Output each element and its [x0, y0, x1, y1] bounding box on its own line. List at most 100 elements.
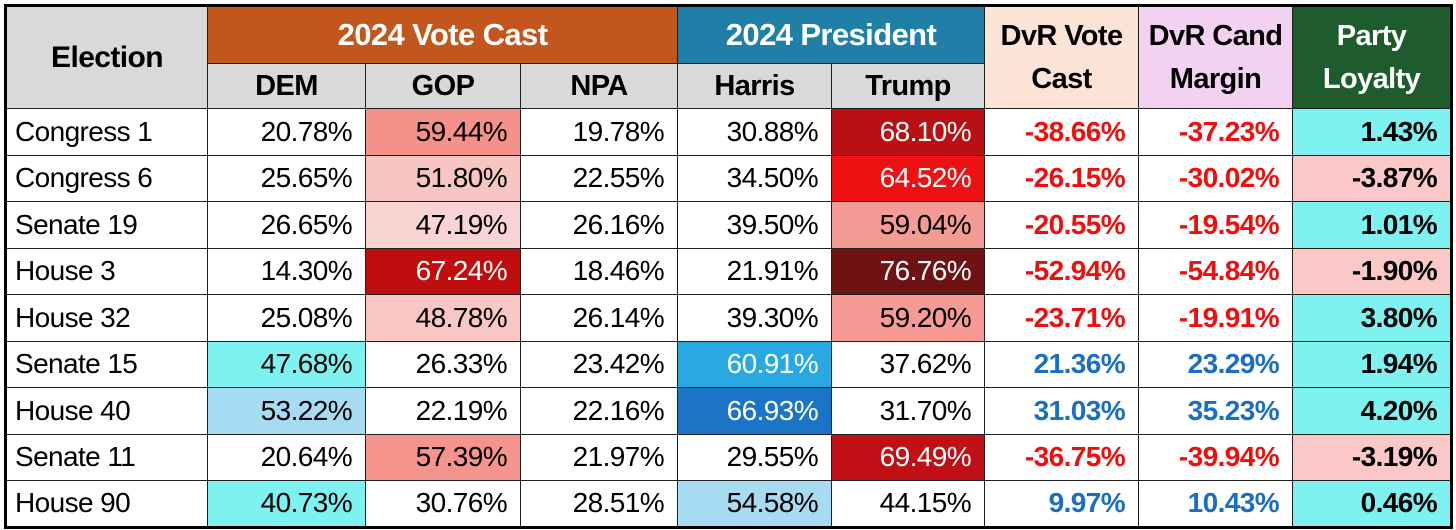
party-loyalty-cell: 1.01% — [1292, 201, 1453, 249]
election-cell: House 32 — [5, 294, 208, 342]
harris-cell: 34.50% — [677, 154, 832, 202]
table-body: Congress 1 20.78% 59.44% 19.78% 30.88% 68.10%… — [5, 108, 1453, 528]
election-cell: Senate 19 — [5, 201, 208, 249]
header-row-subcolumns: DEM GOP NPA Harris Trump — [6, 63, 1452, 109]
trump-cell: 31.70% — [830, 387, 986, 435]
dvr-cand-margin-cell: -37.23% — [1138, 108, 1294, 156]
dem-cell: 40.73% — [207, 480, 366, 528]
dvr-cand-margin-cell: 35.23% — [1138, 387, 1294, 435]
npa-cell: 22.55% — [520, 154, 678, 202]
dem-cell: 53.22% — [207, 387, 366, 435]
column-header-npa: NPA — [520, 63, 678, 109]
dvr-vote-cast-cell: -26.15% — [984, 154, 1140, 202]
header-line: DvR Vote — [1000, 20, 1124, 53]
trump-cell: 59.20% — [830, 294, 986, 342]
group-header-2024-vote-cast: 2024 Vote Cast — [207, 5, 678, 64]
harris-cell: 54.58% — [677, 480, 832, 528]
election-results-table: Election 2024 Vote Cast 2024 President D… — [4, 4, 1454, 529]
harris-cell: 39.30% — [677, 294, 832, 342]
harris-cell: 30.88% — [677, 108, 832, 156]
dem-cell: 25.08% — [207, 294, 366, 342]
gop-cell: 47.19% — [365, 201, 521, 249]
election-cell: Senate 11 — [5, 433, 208, 481]
election-cell: Congress 1 — [5, 108, 208, 156]
gop-cell: 48.78% — [365, 294, 521, 342]
election-cell: House 3 — [5, 247, 208, 295]
dvr-cand-margin-cell: -54.84% — [1138, 247, 1294, 295]
trump-cell: 76.76% — [830, 247, 986, 295]
harris-cell: 21.91% — [677, 247, 832, 295]
dvr-cand-margin-cell: -19.91% — [1138, 294, 1294, 342]
column-header-dvr-cand-margin: DvR Cand Margin — [1138, 5, 1294, 109]
dvr-vote-cast-cell: 21.36% — [984, 340, 1140, 388]
gop-cell: 22.19% — [365, 387, 521, 435]
dem-cell: 26.65% — [207, 201, 366, 249]
dem-cell: 14.30% — [207, 247, 366, 295]
npa-cell: 26.16% — [520, 201, 678, 249]
table-row: House 40 53.22% 22.19% 22.16% 66.93% 31.70% 31… — [5, 387, 1453, 435]
gop-cell: 51.80% — [365, 154, 521, 202]
dvr-cand-margin-cell: 10.43% — [1138, 480, 1294, 528]
trump-cell: 44.15% — [830, 480, 986, 528]
harris-cell: 39.50% — [677, 201, 832, 249]
npa-cell: 28.51% — [520, 480, 678, 528]
harris-cell: 60.91% — [677, 340, 832, 388]
npa-cell: 19.78% — [520, 108, 678, 156]
column-header-dvr-vote-cast: DvR Vote Cast — [984, 5, 1140, 109]
column-header-gop: GOP — [365, 63, 521, 109]
gop-cell: 67.24% — [365, 247, 521, 295]
harris-cell: 29.55% — [677, 433, 832, 481]
dvr-vote-cast-cell: -36.75% — [984, 433, 1140, 481]
header-line: Margin — [1169, 62, 1262, 95]
column-header-dem: DEM — [207, 63, 366, 109]
npa-cell: 26.14% — [520, 294, 678, 342]
party-loyalty-cell: -3.19% — [1292, 433, 1453, 481]
gop-cell: 30.76% — [365, 480, 521, 528]
table-row: House 90 40.73% 30.76% 28.51% 54.58% 44.15% 9.… — [5, 480, 1453, 528]
election-cell: Congress 6 — [5, 154, 208, 202]
npa-cell: 18.46% — [520, 247, 678, 295]
header-line: Cast — [1031, 62, 1092, 95]
npa-cell: 22.16% — [520, 387, 678, 435]
dem-cell: 25.65% — [207, 154, 366, 202]
dem-cell: 20.78% — [207, 108, 366, 156]
table-row: Congress 6 25.65% 51.80% 22.55% 34.50% 64.52%… — [5, 154, 1453, 202]
header-line: Loyalty — [1322, 62, 1421, 95]
dvr-vote-cast-cell: 9.97% — [984, 480, 1140, 528]
trump-cell: 68.10% — [830, 108, 986, 156]
trump-cell: 64.52% — [830, 154, 986, 202]
party-loyalty-cell: 1.94% — [1292, 340, 1453, 388]
party-loyalty-cell: 0.46% — [1292, 480, 1453, 528]
election-cell: House 40 — [5, 387, 208, 435]
dvr-vote-cast-cell: -23.71% — [984, 294, 1140, 342]
header-line: Party — [1336, 20, 1407, 53]
table-row: Congress 1 20.78% 59.44% 19.78% 30.88% 68.10%… — [5, 108, 1453, 156]
party-loyalty-cell: -3.87% — [1292, 154, 1453, 202]
party-loyalty-cell: -1.90% — [1292, 247, 1453, 295]
column-header-election: Election — [5, 5, 208, 109]
column-header-harris: Harris — [677, 63, 832, 109]
gop-cell: 59.44% — [365, 108, 521, 156]
dem-cell: 47.68% — [207, 340, 366, 388]
party-loyalty-cell: 4.20% — [1292, 387, 1453, 435]
table-row: Senate 19 26.65% 47.19% 26.16% 39.50% 59.04% -… — [5, 201, 1453, 249]
dvr-cand-margin-cell: -39.94% — [1138, 433, 1294, 481]
header-row-groups: Election 2024 Vote Cast 2024 President D… — [5, 5, 1453, 109]
dvr-vote-cast-cell: -20.55% — [984, 201, 1140, 249]
table-row: Senate 15 47.68% 26.33% 23.42% 60.91% 37.62% 2… — [5, 340, 1453, 388]
dem-cell: 20.64% — [207, 433, 366, 481]
election-cell: House 90 — [5, 480, 208, 528]
party-loyalty-cell: 3.80% — [1292, 294, 1453, 342]
dvr-vote-cast-cell: -38.66% — [984, 108, 1140, 156]
trump-cell: 59.04% — [830, 201, 986, 249]
trump-cell: 69.49% — [830, 433, 986, 481]
dvr-vote-cast-cell: -52.94% — [984, 247, 1140, 295]
dvr-cand-margin-cell: -30.02% — [1138, 154, 1294, 202]
npa-cell: 23.42% — [520, 340, 678, 388]
gop-cell: 57.39% — [365, 433, 521, 481]
election-cell: Senate 15 — [5, 340, 208, 388]
dvr-vote-cast-cell: 31.03% — [984, 387, 1140, 435]
group-header-2024-president: 2024 President — [676, 5, 986, 64]
table-row: Senate 11 20.64% 57.39% 21.97% 29.55% 69.49% -… — [5, 433, 1453, 481]
